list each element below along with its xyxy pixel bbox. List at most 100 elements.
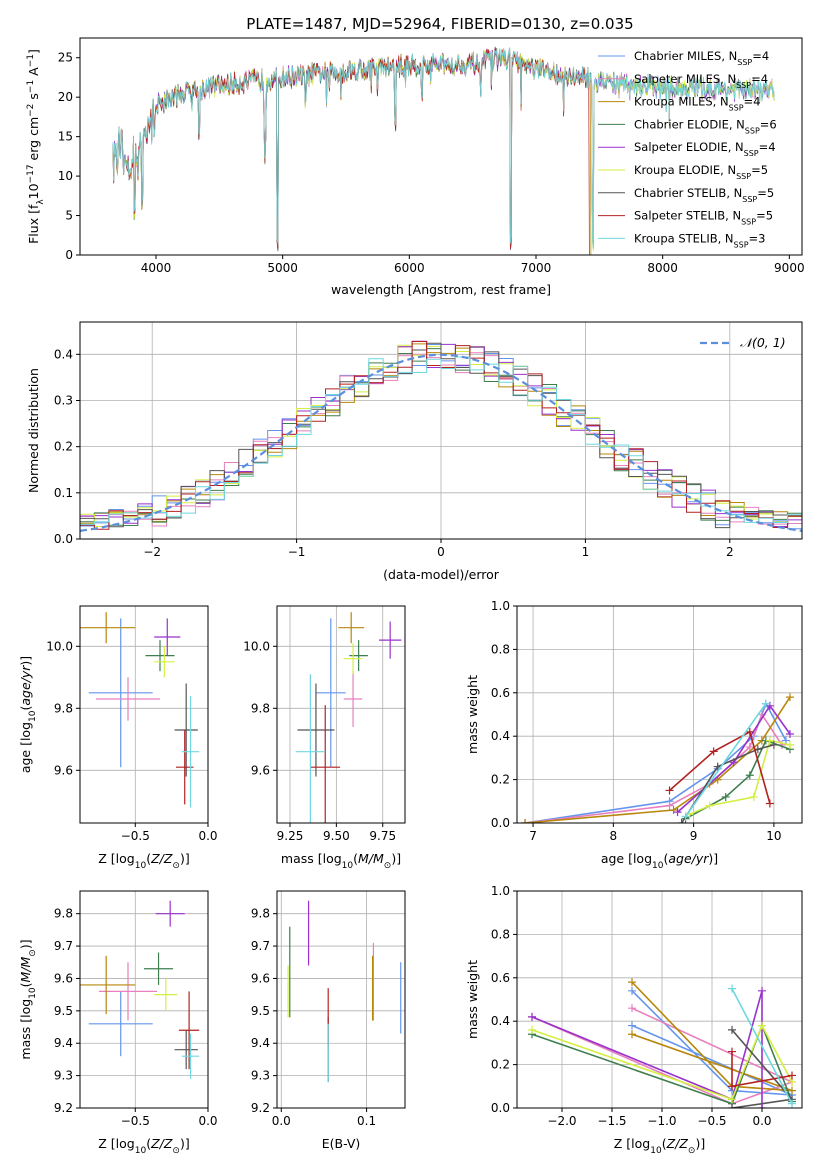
y-tick-label: 0.2 [491,1058,510,1072]
y-axis-label: mass weight [465,675,480,754]
spectrum-line-8 [112,47,775,250]
label-part: Z/Z [150,851,173,866]
label-part: erg cm [26,117,41,165]
legend-entry: Chabrier ELODIE, NSSP=6 [634,117,777,135]
label-part: age [log [601,851,652,866]
label-part: A [26,67,41,80]
label-part: ( [353,851,358,866]
weight-marker [788,1086,796,1095]
y-axis-label: Normed distribution [26,368,41,493]
plot-area [80,612,200,808]
label-part: Z/Z [666,1136,689,1151]
label-part: Z/Z [150,1136,173,1151]
y-tick-label: 1.0 [491,599,510,613]
weight-line-0 [524,701,787,823]
legend-entry: 𝒩(0, 1) [740,335,786,350]
weight-marker [728,1104,736,1108]
weight-line-4 [531,990,763,1108]
weight-marker [745,727,754,736]
label-part: mass [log [281,851,342,866]
plot-area [80,340,802,532]
legend-entry: Kroupa ELODIE, NSSP=5 [634,163,768,181]
weight-line-3 [531,1023,793,1105]
axes-frame [79,605,209,824]
legend-sub: SSP [737,58,752,67]
x-tick-label: −0.5 [121,829,150,843]
weight-line-6 [680,744,775,823]
weight-marker [665,801,674,810]
x-tick-label: 5000 [267,261,298,275]
label-part: 10 [342,861,354,871]
spectrum-panel: 4000 5000 6000 7000 8000 9000 0 5 10 15 20 25 wavele… [26,37,805,297]
weight-marker [628,1004,636,1013]
y-tick-label: 9.8 [54,701,73,715]
label-part: M/M [358,851,384,866]
label-part: )] [180,1136,190,1151]
weight-marker [785,740,794,749]
axes-frame [79,37,803,256]
legend-sub: SSP [736,172,751,181]
y-tick-label: 0 [65,248,73,262]
weight-marker [728,1082,736,1091]
legend-nssp: =5 [756,209,773,223]
x-axis-label: mass [log10(M/M⊙)] [281,851,401,871]
axes-frame [79,890,209,1109]
y-axis-label: mass weight [465,960,480,1039]
label-part: 10 [135,861,147,871]
y-tick-label: 9.8 [54,907,73,921]
weight-line-2 [524,696,791,823]
normal-curve [80,353,802,532]
legend-entry: Kroupa MILES, NSSP=4 [634,95,760,113]
x-axis-label: wavelength [Angstrom, rest frame] [331,282,551,297]
label-part: ( [662,1136,667,1151]
axes-frame [276,605,406,824]
label-part: age/yr [668,851,709,866]
legend-sub: SSP [744,149,759,158]
y-tick-label: 20 [58,90,73,104]
y-tick-label: 9.7 [251,939,270,953]
residual-hist-6 [80,342,802,529]
label-part: M/M [18,956,33,982]
weight-marker [765,701,774,710]
x-tick-label: 10 [766,829,781,843]
label-part: )] [708,851,718,866]
legend-entry: Salpeter STELIB, NSSP=5 [634,209,773,227]
legend-sub: SSP [736,80,751,89]
label-part: s [26,93,41,104]
y-tick-label: 9.2 [54,1101,73,1115]
weight-marker [681,812,690,821]
label-part: ⊙ [384,861,392,871]
legend-nssp: =6 [760,117,777,131]
y-axis-label: mass [log10(M/M⊙)] [18,939,38,1059]
x-axis-label: age [log10(age/yr)] [601,851,718,871]
y-tick-label: 0.2 [491,773,510,787]
x-tick-label: 9.50 [323,829,350,843]
y-tick-label: 15 [58,130,73,144]
y-tick-label: 9.4 [54,1036,73,1050]
legend-sub: SSP [734,240,749,249]
legend-name: Chabrier STELIB, N [634,186,742,200]
label-part: 10 [135,1146,147,1156]
weight-marker [788,1071,796,1080]
legend-entry: Salpeter ELODIE, NSSP=4 [634,140,776,158]
label-part: −2 [26,104,36,117]
x-tick-label: 0.1 [357,1114,376,1128]
axes-frame [516,890,803,1109]
plot-area [528,978,796,1108]
y-tick-label: 9.6 [251,971,270,985]
x-tick-label: 9.25 [277,829,304,843]
legend-nssp: =4 [759,140,776,154]
weight-marker [728,1047,736,1056]
x-tick-label: 0.0 [752,1114,771,1128]
legend-nssp: =3 [749,231,766,245]
y-tick-label: 9.3 [54,1069,73,1083]
x-tick-label: −2 [143,545,161,559]
x-tick-label: −1.0 [647,1114,676,1128]
label-part: 10 [28,710,38,722]
x-tick-label: −2.0 [547,1114,576,1128]
weight-marker [628,1021,636,1030]
legend-nssp: =4 [752,49,769,63]
y-tick-label: 9.5 [251,1004,270,1018]
label-part: 10 [26,183,41,199]
legend-name: Chabrier MILES, N [634,49,737,63]
